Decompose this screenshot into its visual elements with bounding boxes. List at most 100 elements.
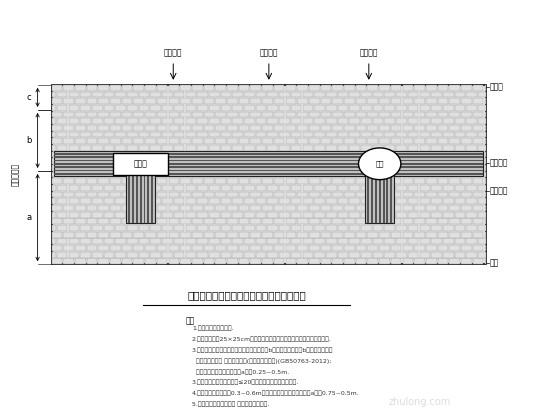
Bar xyxy=(297,165,308,171)
Bar xyxy=(426,165,437,171)
Bar xyxy=(431,118,442,124)
Bar xyxy=(466,105,477,111)
Bar xyxy=(75,245,86,251)
Bar xyxy=(250,205,261,211)
Bar xyxy=(99,218,109,224)
Bar xyxy=(309,138,320,144)
Bar xyxy=(139,105,150,111)
Bar xyxy=(52,85,486,264)
Bar xyxy=(365,169,394,223)
Bar xyxy=(169,138,179,144)
Bar xyxy=(408,212,418,218)
Bar xyxy=(174,225,184,231)
Bar xyxy=(63,205,74,211)
Bar xyxy=(344,218,354,224)
Bar xyxy=(297,112,308,117)
Bar xyxy=(68,252,79,257)
Bar xyxy=(297,192,308,197)
Bar xyxy=(80,172,91,178)
Bar xyxy=(52,165,62,171)
Bar xyxy=(408,131,418,137)
Bar xyxy=(145,138,156,144)
Bar xyxy=(356,192,366,197)
Bar xyxy=(54,166,483,168)
Bar xyxy=(169,125,179,131)
Text: 行进盲道: 行进盲道 xyxy=(260,49,278,58)
Bar xyxy=(291,225,301,231)
Bar xyxy=(297,152,308,158)
Bar xyxy=(344,165,354,171)
Bar xyxy=(326,105,337,111)
Bar xyxy=(145,232,156,238)
Bar xyxy=(63,125,74,131)
Bar xyxy=(443,225,454,231)
Bar xyxy=(268,92,278,97)
Bar xyxy=(385,131,395,137)
Bar xyxy=(279,212,290,218)
Bar xyxy=(314,158,325,164)
Bar xyxy=(75,178,86,184)
Bar xyxy=(209,252,220,257)
Bar xyxy=(122,192,132,197)
Bar xyxy=(239,258,249,264)
Bar xyxy=(115,185,126,191)
Bar xyxy=(302,198,313,204)
Bar xyxy=(291,145,301,151)
Bar xyxy=(151,252,161,257)
Bar xyxy=(326,185,337,191)
Bar xyxy=(99,245,109,251)
Bar xyxy=(221,105,231,111)
Bar xyxy=(256,212,267,218)
Bar xyxy=(321,152,332,158)
Bar xyxy=(297,258,308,264)
Bar xyxy=(157,258,167,264)
Bar xyxy=(268,239,278,244)
Bar xyxy=(279,92,290,97)
Bar xyxy=(361,118,372,124)
Bar xyxy=(414,258,425,264)
Bar xyxy=(133,258,144,264)
Bar xyxy=(75,165,86,171)
Bar xyxy=(122,138,132,144)
Bar xyxy=(279,118,290,124)
Bar xyxy=(286,192,296,197)
Bar xyxy=(197,252,208,257)
Bar xyxy=(151,169,153,223)
Bar xyxy=(127,158,138,164)
Bar xyxy=(438,98,449,104)
Bar xyxy=(250,218,261,224)
Bar xyxy=(262,218,273,224)
Bar xyxy=(221,92,231,97)
Bar xyxy=(356,178,366,184)
Bar xyxy=(461,98,472,104)
Bar xyxy=(110,138,120,144)
Bar xyxy=(274,205,284,211)
Bar xyxy=(379,192,390,197)
Text: 提示盲道: 提示盲道 xyxy=(360,49,378,58)
Bar xyxy=(333,85,343,91)
Bar xyxy=(204,218,214,224)
Bar xyxy=(478,185,486,191)
Bar xyxy=(396,131,407,137)
Bar xyxy=(361,145,372,151)
Bar xyxy=(180,218,191,224)
Text: 行进盲道: 行进盲道 xyxy=(490,158,508,168)
Bar xyxy=(122,85,132,91)
Bar xyxy=(133,178,144,184)
Bar xyxy=(438,85,449,91)
Bar xyxy=(57,212,67,218)
Bar xyxy=(461,125,472,131)
Bar xyxy=(174,185,184,191)
Bar xyxy=(227,138,237,144)
Bar xyxy=(185,131,196,137)
Bar xyxy=(204,258,214,264)
Bar xyxy=(403,125,413,131)
Bar xyxy=(274,218,284,224)
Bar xyxy=(169,165,179,171)
Bar xyxy=(57,225,67,231)
Bar xyxy=(192,245,203,251)
Bar xyxy=(274,245,284,251)
Bar xyxy=(197,172,208,178)
Bar xyxy=(414,178,425,184)
Bar xyxy=(344,205,354,211)
